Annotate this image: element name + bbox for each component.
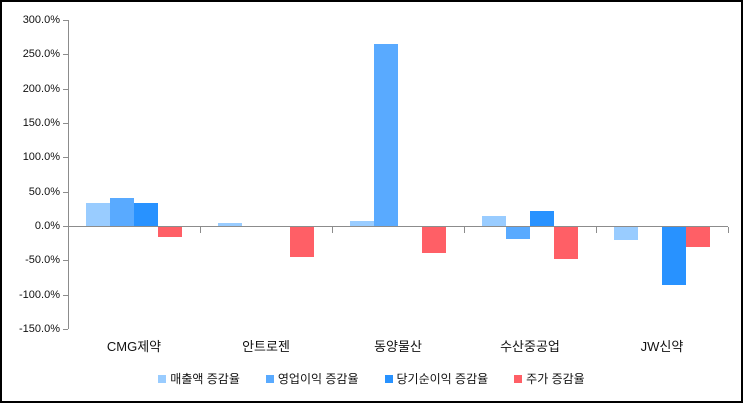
y-axis-label: 200.0% <box>22 82 60 95</box>
legend-item: 매출액 증감율 <box>158 370 240 387</box>
y-axis-tick <box>63 20 68 21</box>
bar <box>110 197 134 226</box>
y-axis-label: 150.0% <box>22 117 60 129</box>
y-axis-tick <box>63 226 68 227</box>
legend-item: 영업이익 증감율 <box>265 370 359 387</box>
x-axis-label: JW신약 <box>640 339 684 354</box>
x-axis-tick <box>464 227 465 233</box>
bar <box>554 227 578 259</box>
y-axis-tick <box>63 191 68 193</box>
y-axis-tick <box>63 260 68 262</box>
legend-label: 당기순이익 증감율 <box>396 372 489 386</box>
y-axis-label: 300.0% <box>22 14 60 26</box>
legend-swatch-icon <box>158 374 167 383</box>
y-axis-label: -50.0% <box>25 254 60 267</box>
x-axis-tick <box>596 227 597 233</box>
y-axis-label: -150.0% <box>19 323 60 335</box>
legend: 매출액 증감율 영업이익 증감율 당기순이익 증감율 주가 증감율 <box>2 370 741 387</box>
y-axis-label: 250.0% <box>22 48 60 61</box>
legend-swatch-icon <box>514 374 523 383</box>
bar <box>506 227 530 239</box>
legend-item: 당기순이익 증감율 <box>384 370 489 387</box>
y-axis-tick <box>63 329 68 330</box>
y-axis-label: 0.0% <box>34 220 60 232</box>
bar <box>686 227 710 247</box>
legend-swatch-icon <box>265 374 274 383</box>
y-axis-label: -100.0% <box>19 288 60 301</box>
bar <box>350 220 374 226</box>
legend-label: 영업이익 증감율 <box>277 372 359 386</box>
bar <box>482 216 506 226</box>
bar <box>530 210 554 226</box>
bar <box>614 227 638 241</box>
y-axis-tick <box>63 294 68 296</box>
legend-item: 주가 증감율 <box>514 370 585 387</box>
x-axis-line <box>68 226 728 227</box>
bar <box>290 227 314 257</box>
x-axis-tick <box>728 227 729 233</box>
bar <box>374 44 398 226</box>
y-axis-label: 100.0% <box>22 151 60 164</box>
bar <box>134 203 158 226</box>
x-axis-label: 동양물산 <box>374 339 422 354</box>
x-axis-tick <box>200 227 201 233</box>
bar <box>86 202 110 226</box>
x-axis-label: 안트로젠 <box>242 339 290 354</box>
x-axis-tick <box>68 227 69 233</box>
bar <box>662 227 686 286</box>
y-axis-tick <box>63 123 68 124</box>
legend-label: 주가 증감율 <box>526 372 585 386</box>
y-axis-tick <box>63 54 68 56</box>
legend-swatch-icon <box>384 374 393 383</box>
legend-label: 매출액 증감율 <box>170 372 240 386</box>
x-axis-tick <box>332 227 333 233</box>
bar <box>422 227 446 254</box>
x-axis-label: 수산중공업 <box>500 339 560 354</box>
x-axis-label: CMG제약 <box>106 339 162 354</box>
y-axis-tick <box>63 157 68 159</box>
y-axis-label: 50.0% <box>28 185 60 198</box>
y-axis-line <box>68 20 69 329</box>
bar <box>218 222 242 226</box>
y-axis-tick <box>63 88 68 90</box>
bar <box>158 227 182 238</box>
